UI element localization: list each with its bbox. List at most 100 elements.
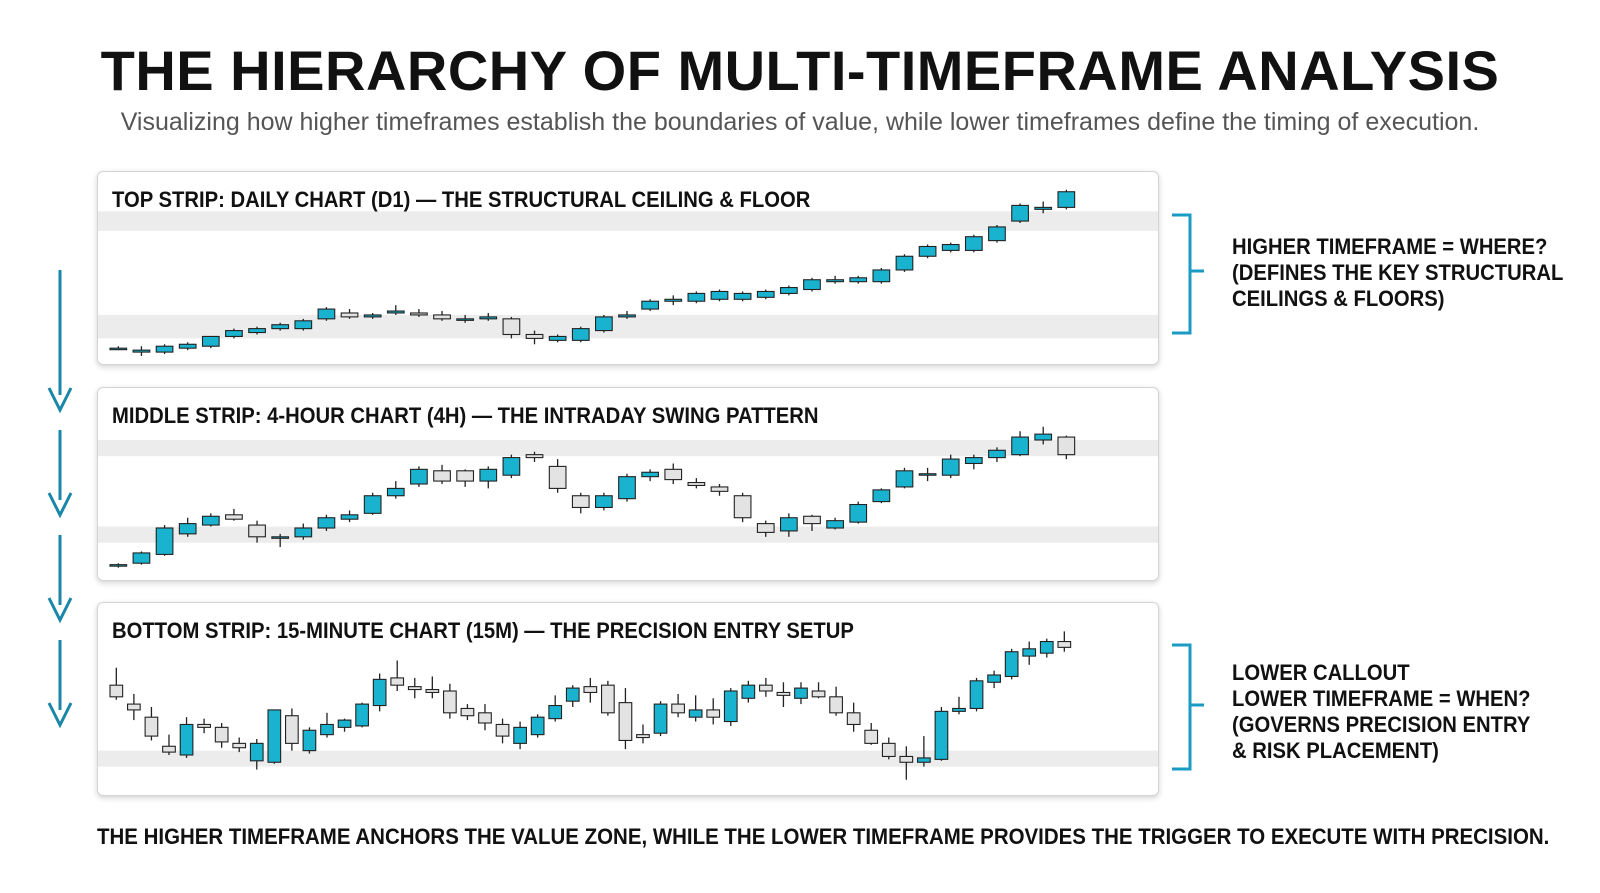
down-arrow-icon xyxy=(47,535,73,624)
candlestick xyxy=(271,533,290,548)
candlestick xyxy=(941,242,960,253)
candlestick xyxy=(132,346,151,356)
fifteen-minute-chart-strip: BOTTOM STRIP: 15-MINUTE CHART (15M) — TH… xyxy=(97,602,1159,796)
candlestick xyxy=(425,676,440,699)
candlestick xyxy=(829,686,843,716)
candlestick xyxy=(248,326,266,335)
value-zone-band xyxy=(98,314,1158,339)
page-title: THE HIERARCHY OF MULTI-TIMEFRAME ANALYSI… xyxy=(100,39,1500,102)
candlestick xyxy=(144,707,159,741)
candlestick xyxy=(109,563,128,568)
candlestick xyxy=(733,291,752,302)
candlestick xyxy=(653,701,668,737)
candlestick xyxy=(1057,435,1076,460)
candlestick xyxy=(895,467,914,489)
candlestick xyxy=(127,693,141,721)
candlestick xyxy=(285,708,299,751)
candlestick xyxy=(618,688,633,750)
candlestick xyxy=(988,224,1006,243)
candlestick xyxy=(1011,431,1029,457)
lower-timeframe-bracket-icon xyxy=(1172,643,1204,771)
candlestick xyxy=(601,680,615,716)
candlestick xyxy=(109,346,128,351)
candlestick xyxy=(664,295,683,306)
candlestick xyxy=(595,314,613,333)
candlestick xyxy=(530,714,545,738)
candlestick xyxy=(710,289,729,302)
candlestick xyxy=(294,523,313,540)
candlestick xyxy=(390,660,405,691)
candlestick xyxy=(109,667,124,700)
four-hour-chart-svg xyxy=(98,426,1158,568)
candlestick xyxy=(934,707,949,761)
candlestick xyxy=(849,501,868,524)
candlestick xyxy=(952,696,966,715)
value-zone-band xyxy=(98,526,1158,543)
callout-line: & RISK PLACEMENT) xyxy=(1232,738,1439,763)
candlestick xyxy=(302,727,317,754)
candlestick xyxy=(340,309,359,319)
candlestick xyxy=(779,285,798,296)
fifteen-minute-chart-label: BOTTOM STRIP: 15-MINUTE CHART (15M) — TH… xyxy=(112,618,854,643)
candlestick xyxy=(1022,641,1037,665)
candlestick xyxy=(155,525,174,556)
candlestick xyxy=(872,488,891,504)
callout-line: (DEFINES THE KEY STRUCTURAL xyxy=(1232,260,1564,285)
lower-timeframe-callout: LOWER CALLOUT LOWER TIMEFRAME = WHEN? (G… xyxy=(1232,660,1531,764)
candlestick xyxy=(733,492,752,523)
candlestick xyxy=(969,677,984,712)
candlestick xyxy=(687,291,706,304)
callout-line: (GOVERNS PRECISION ENTRY xyxy=(1232,712,1531,737)
candlestick xyxy=(899,746,914,780)
candlestick xyxy=(162,734,176,755)
callout-line: HIGHER TIMEFRAME = WHERE? xyxy=(1232,234,1548,259)
candlestick xyxy=(571,326,590,343)
candlestick xyxy=(386,481,405,499)
candlestick xyxy=(495,718,510,744)
candlestick xyxy=(723,688,738,726)
candlestick xyxy=(456,469,475,487)
candlestick xyxy=(864,723,879,745)
candlestick xyxy=(249,739,264,770)
candlestick xyxy=(776,682,791,707)
candlestick xyxy=(410,466,428,487)
candlestick xyxy=(214,723,229,748)
candlestick xyxy=(317,307,336,321)
candlestick xyxy=(811,682,826,699)
daily-chart-svg xyxy=(98,189,1158,356)
candlestick xyxy=(502,316,521,339)
candlestick xyxy=(826,275,844,284)
candlestick xyxy=(618,311,636,319)
callout-line: LOWER CALLOUT xyxy=(1232,660,1410,685)
candlestick xyxy=(710,484,729,496)
daily-chart-strip: TOP STRIP: DAILY CHART (D1) — THE STRUCT… xyxy=(97,171,1159,365)
candlestick xyxy=(267,709,282,764)
candlestick xyxy=(317,514,336,531)
candlestick xyxy=(225,508,243,521)
candlestick xyxy=(1011,203,1029,224)
candlestick xyxy=(433,464,451,484)
candlestick xyxy=(178,342,197,351)
candlestick xyxy=(881,737,896,760)
down-arrow-icon xyxy=(47,640,73,729)
candlestick xyxy=(571,492,590,514)
candlestick xyxy=(179,717,194,758)
candlestick xyxy=(641,299,660,312)
value-zone-band xyxy=(98,440,1158,457)
candlestick xyxy=(741,680,756,703)
candlestick xyxy=(410,309,428,317)
four-hour-chart-strip: MIDDLE STRIP: 4-HOUR CHART (4H) — THE IN… xyxy=(97,387,1159,581)
candlestick xyxy=(271,322,290,331)
candlestick xyxy=(988,447,1006,462)
candlestick xyxy=(803,514,821,531)
candlestick xyxy=(595,492,613,511)
candlestick xyxy=(372,673,387,712)
candlestick xyxy=(641,469,660,482)
candlestick xyxy=(502,454,521,479)
candlestick xyxy=(513,721,527,750)
candlestick xyxy=(964,454,983,470)
candlestick xyxy=(826,517,844,530)
candlestick xyxy=(987,670,1001,689)
down-arrow-icon xyxy=(47,430,73,519)
candlestick xyxy=(664,463,683,484)
